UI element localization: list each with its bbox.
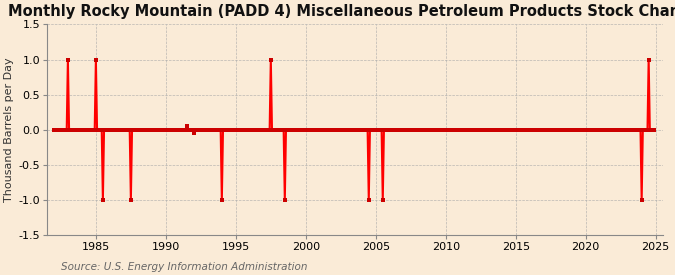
- Y-axis label: Thousand Barrels per Day: Thousand Barrels per Day: [4, 57, 14, 202]
- Text: Source: U.S. Energy Information Administration: Source: U.S. Energy Information Administ…: [61, 262, 307, 272]
- Title: Monthly Rocky Mountain (PADD 4) Miscellaneous Petroleum Products Stock Change: Monthly Rocky Mountain (PADD 4) Miscella…: [9, 4, 675, 19]
